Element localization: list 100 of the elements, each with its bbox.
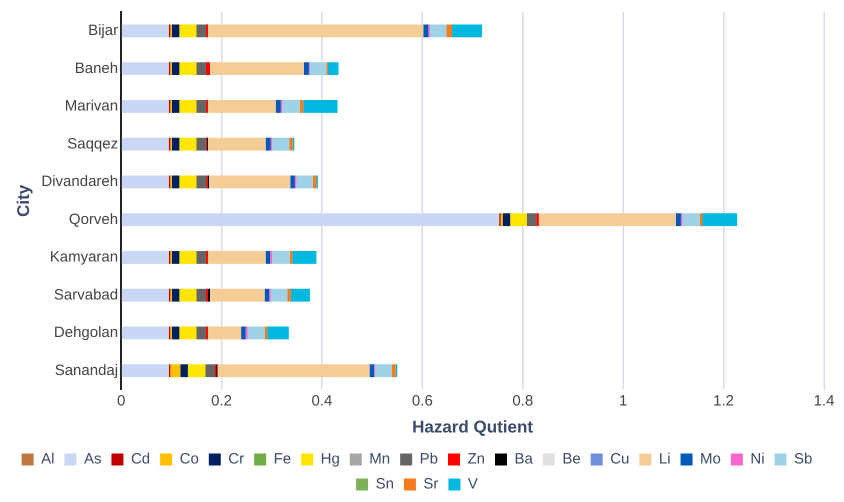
bar [179, 100, 196, 113]
bar [122, 24, 169, 38]
bar [264, 288, 270, 302]
bar [179, 24, 196, 38]
bar [180, 364, 188, 378]
bar [172, 24, 180, 38]
bar [210, 62, 304, 76]
legend-label: Ba [514, 450, 534, 468]
bar [172, 288, 180, 302]
bar [282, 100, 300, 113]
x-tick-label: 0.6 [412, 392, 433, 410]
bar [172, 176, 180, 188]
legend-label: Mo [700, 450, 721, 468]
bar [290, 288, 310, 302]
legend-label: Pb [420, 450, 438, 468]
legend-label: Al [41, 450, 54, 468]
bar [375, 364, 392, 378]
bar [196, 24, 206, 38]
bar [188, 364, 206, 378]
bar [700, 213, 702, 226]
bar [510, 213, 527, 226]
y-tick-label: Baneh [74, 60, 118, 77]
bar [218, 364, 370, 378]
bar [196, 62, 206, 76]
y-axis-title: City [14, 184, 33, 217]
bar [312, 176, 316, 188]
bar [248, 326, 265, 340]
legend-label: Li [658, 450, 671, 468]
bar [122, 213, 500, 226]
bar [452, 24, 482, 38]
bar [328, 62, 339, 76]
bar [502, 213, 510, 226]
bar [179, 138, 196, 151]
bar [290, 176, 295, 188]
bar [266, 138, 271, 151]
bar [179, 288, 196, 302]
x-tick-label: 0.8 [512, 392, 534, 410]
bar [172, 100, 180, 113]
legend-label: Mn [369, 450, 390, 468]
bar [296, 176, 313, 188]
bar [300, 100, 304, 113]
y-tick-label: Saqqez [67, 135, 118, 152]
bar [172, 138, 180, 151]
x-tick-label: 0.4 [312, 392, 332, 410]
bar [179, 251, 196, 264]
bar [122, 138, 169, 151]
legend-label: Cu [610, 450, 630, 468]
bar [270, 288, 288, 302]
legend-label: V [468, 476, 478, 493]
bar [208, 176, 290, 188]
legend-label: Sn [376, 476, 394, 493]
x-tick-label: 0.2 [211, 392, 232, 410]
bar [179, 326, 196, 340]
bar [210, 288, 265, 302]
bar [122, 100, 169, 113]
bar [196, 288, 206, 302]
bar [266, 251, 270, 264]
bar [122, 251, 169, 264]
legend-label: Co [180, 450, 199, 468]
y-tick-label: Qorveh [68, 210, 118, 228]
bar [122, 288, 169, 302]
bar [208, 138, 266, 151]
bar [536, 213, 539, 226]
bar [292, 251, 316, 264]
legend-label: Ni [750, 450, 765, 468]
bar [122, 62, 169, 76]
bar [205, 364, 215, 378]
legend-label: Sb [794, 450, 812, 468]
bar [392, 364, 396, 378]
bar [702, 213, 738, 226]
y-tick-label: Marivan [64, 98, 118, 115]
bar [179, 62, 196, 76]
legend-label: Cr [228, 450, 244, 468]
x-tick-label: 0 [116, 392, 126, 410]
bar [538, 213, 676, 226]
bar [208, 100, 276, 113]
y-tick-label: Sanandaj [54, 362, 118, 379]
bar [303, 100, 338, 113]
bar [196, 138, 206, 151]
legend-label: Cd [130, 450, 150, 468]
y-tick-label: Dehgolan [54, 324, 118, 342]
legend-label: Zn [467, 450, 486, 468]
legend-label: As [84, 450, 102, 468]
bar [423, 24, 428, 38]
bar [179, 176, 196, 188]
y-tick-label: Sarvabad [54, 286, 118, 304]
y-tick-label: Bijar [88, 22, 118, 40]
bar [272, 138, 290, 151]
bar [287, 288, 291, 302]
bar [208, 24, 424, 38]
bar [172, 251, 180, 264]
x-tick-label: 1.4 [814, 392, 834, 410]
legend-label: Be [562, 450, 581, 468]
bar [276, 100, 281, 113]
bar [122, 326, 169, 340]
bar [676, 213, 681, 226]
bar [304, 62, 309, 76]
y-tick-label: Divandareh [41, 173, 118, 190]
x-tick-label: 1 [619, 392, 628, 410]
bar [446, 24, 452, 38]
